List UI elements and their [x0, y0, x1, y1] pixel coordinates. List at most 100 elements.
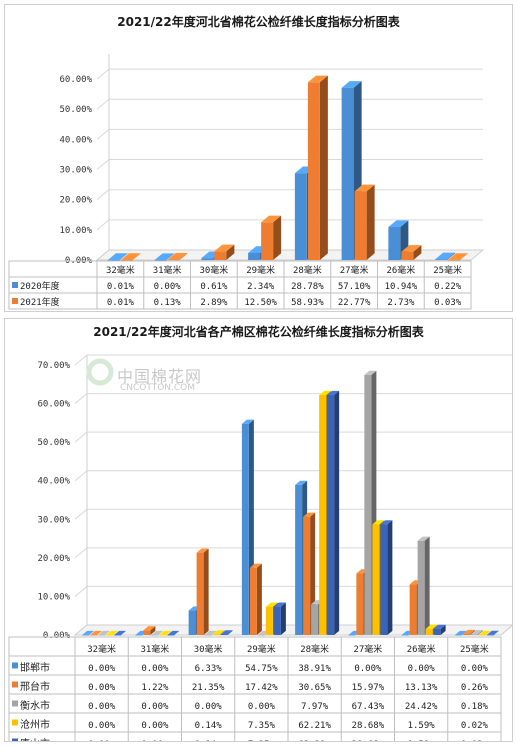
bar-top — [295, 480, 308, 485]
y-tick-label: 50.00% — [37, 438, 70, 448]
bar-top — [327, 390, 340, 396]
bar-邯郸市-30毫米 — [188, 610, 196, 635]
data-label: 0.02% — [461, 740, 489, 741]
data-label: 0.00% — [154, 282, 182, 292]
bar-top — [364, 370, 377, 375]
bar-2020年度-29毫米 — [248, 252, 261, 260]
category-label: 30毫米 — [194, 643, 223, 655]
legend-swatch-衡水市 — [12, 700, 18, 707]
data-label: 30.65% — [298, 683, 331, 693]
chart-panel-1: 2021/22年度河北省棉花公检纤维长度指标分析图表 0.00% 10.00% 20… — [4, 4, 513, 312]
data-label: 22.77% — [338, 298, 371, 308]
chart-title: 2021/22年度河北省棉花公检纤维长度指标分析图表 — [117, 15, 400, 29]
bar-邢台市-29毫米 — [249, 567, 257, 635]
category-label: 29毫米 — [246, 264, 275, 276]
data-label: 0.01% — [107, 298, 135, 308]
bar-side — [460, 253, 469, 260]
bar-side — [440, 624, 446, 635]
bar-邯郸市-25毫米 — [454, 635, 462, 636]
bar-衡水市-27毫米 — [364, 374, 372, 635]
category-label: 25毫米 — [460, 643, 489, 655]
bar-2021年度-28毫米 — [307, 82, 320, 261]
bar-top — [249, 563, 262, 568]
bar-top — [380, 520, 393, 525]
bar-top — [204, 630, 217, 635]
category-label: 26毫米 — [386, 264, 415, 276]
bar-top — [433, 624, 446, 629]
bar-top — [167, 630, 180, 635]
bar-side — [219, 630, 225, 635]
bar-top — [151, 630, 164, 635]
y-tick-label: 0.00% — [43, 631, 71, 641]
gridline-depth — [96, 159, 110, 170]
legend-swatch-2020年度 — [12, 282, 18, 288]
bar-邢台市-32毫米 — [90, 635, 98, 636]
gridline-depth — [74, 393, 88, 404]
bar-side — [334, 390, 340, 635]
bar-沧州市-28毫米 — [319, 395, 327, 635]
category-label: 26毫米 — [407, 643, 436, 655]
data-label: 67.43% — [352, 702, 385, 712]
bar-唐山市-32毫米 — [114, 635, 122, 636]
data-label: 2.73% — [387, 298, 415, 308]
data-label: 1.59% — [408, 740, 436, 741]
data-label: 28.68% — [352, 721, 385, 731]
data-label: 0.26% — [461, 683, 489, 693]
bar-衡水市-28毫米 — [311, 604, 319, 635]
bar-2020年度-32毫米 — [107, 259, 120, 261]
y-tick-label: 60.00% — [37, 400, 70, 410]
category-label: 30毫米 — [199, 264, 228, 276]
y-tick-label: 10.00% — [37, 592, 70, 602]
bar-唐山市-29毫米 — [273, 606, 281, 635]
bar-衡水市-25毫米 — [470, 634, 478, 635]
data-label: 0.00% — [141, 702, 169, 712]
bar-top — [307, 75, 328, 83]
data-label: 2.34% — [247, 282, 275, 292]
bar-top — [372, 520, 385, 525]
bar-top — [303, 512, 316, 517]
data-label: 15.97% — [352, 683, 385, 693]
bar-chart-1: 0.00% 10.00% 20.00% 30.00% 40.00% 50.00% 60.00… — [8, 54, 485, 310]
bar-top — [341, 81, 362, 88]
legend-label: 邢台市 — [20, 680, 50, 693]
bar-邯郸市-26毫米 — [401, 635, 409, 636]
legend-swatch-沧州市 — [12, 719, 18, 726]
bar-top — [401, 245, 422, 252]
bar-side — [179, 252, 188, 260]
category-label: 31毫米 — [140, 643, 169, 655]
gridline-depth — [74, 431, 88, 443]
legend-label: 沧州市 — [20, 718, 50, 731]
bar-side — [319, 75, 328, 260]
legend-swatch-唐山市 — [12, 738, 18, 745]
bar-邯郸市-29毫米 — [241, 423, 249, 635]
bar-唐山市-28毫米 — [327, 395, 335, 635]
bar-top — [448, 253, 469, 260]
category-label: 29毫米 — [247, 643, 276, 655]
data-label: 0.00% — [88, 702, 116, 712]
bar-top — [107, 253, 128, 260]
data-label: 0.00% — [461, 664, 489, 674]
bar-top — [120, 253, 141, 260]
bar-side — [256, 563, 262, 635]
y-tick-label: 20.00% — [37, 554, 70, 564]
data-label: 0.14% — [195, 740, 223, 741]
gridline-depth — [96, 68, 110, 80]
data-label: 58.93% — [291, 298, 324, 308]
bar-top — [486, 630, 499, 635]
bar-2021年度-26毫米 — [401, 251, 414, 260]
bar-top — [470, 630, 483, 635]
bar-top — [241, 419, 254, 424]
bar-2020年度-26毫米 — [388, 227, 401, 260]
data-label: 0.00% — [408, 664, 436, 674]
y-tick-label: 20.00% — [59, 196, 92, 206]
bar-衡水市-26毫米 — [417, 540, 425, 635]
gridline-depth — [96, 189, 110, 201]
legend-label: 邯郸市 — [20, 661, 50, 674]
bar-top — [98, 630, 111, 635]
bar-top — [273, 602, 286, 607]
bar-唐山市-30毫米 — [220, 634, 228, 635]
data-label: 0.00% — [248, 702, 276, 712]
bar-side — [413, 245, 422, 260]
data-label: 12.50% — [244, 298, 277, 308]
bar-2021年度-32毫米 — [120, 259, 133, 261]
